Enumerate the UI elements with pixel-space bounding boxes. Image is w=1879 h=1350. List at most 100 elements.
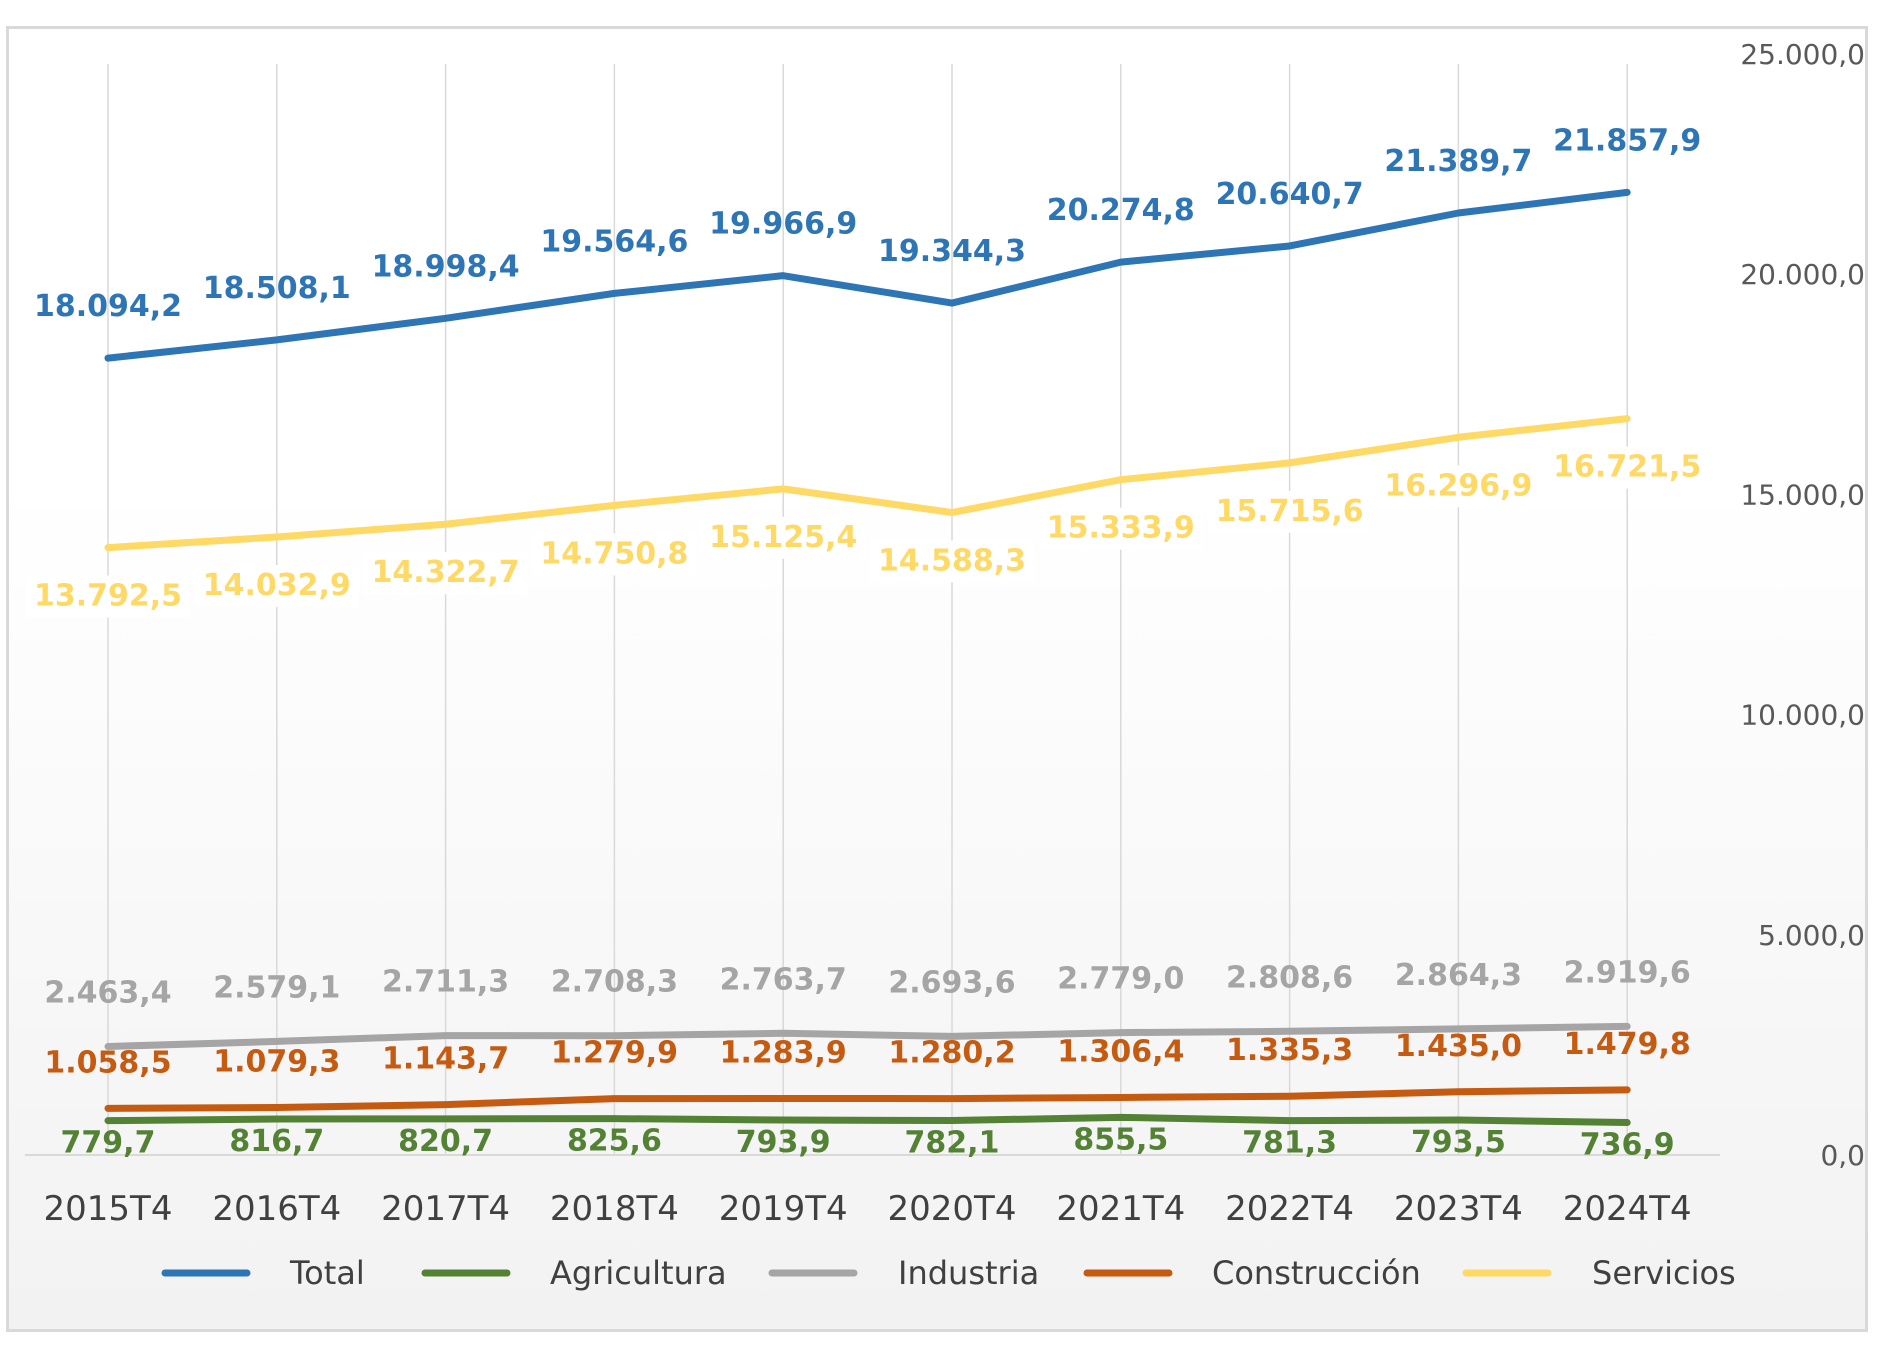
data-label-group: 18.998,4: [372, 249, 520, 284]
data-label: 16.296,9: [1384, 468, 1532, 503]
data-label-group: 19.344,3: [878, 234, 1026, 269]
data-label-group: 781,3: [1242, 1126, 1337, 1161]
data-label: 1.280,2: [888, 1036, 1015, 1071]
data-label-group: 2.919,6: [1564, 955, 1691, 990]
data-label: 2.779,0: [1057, 962, 1184, 997]
data-label-bg: [26, 575, 190, 618]
data-label-group: 1.279,9: [551, 1036, 678, 1071]
y-tick-label: 0,0: [1820, 1139, 1865, 1172]
data-label: 782,1: [905, 1126, 1000, 1161]
data-label: 15.125,4: [709, 520, 857, 555]
data-labels: 18.094,2 18.508,1 18.998,4 19.564,6 19.966,9…: [26, 123, 1710, 1163]
data-label-group: 793,5: [1411, 1125, 1506, 1160]
data-label-group: 15.715,6: [1207, 490, 1372, 533]
data-label: 14.588,3: [878, 544, 1026, 579]
x-tick-label: 2020T4: [888, 1189, 1017, 1229]
data-label-group: 736,9: [1580, 1128, 1675, 1163]
legend-item-industria: Industria: [768, 1254, 1039, 1292]
data-label: 13.792,5: [34, 579, 182, 614]
legend-item-total: Total: [161, 1254, 365, 1292]
gridlines: [107, 64, 1628, 1155]
data-label: 1.479,8: [1564, 1027, 1691, 1062]
data-label: 825,6: [567, 1124, 662, 1159]
data-label: 1.306,4: [1057, 1034, 1184, 1069]
data-label-group: 1.479,8: [1564, 1027, 1691, 1062]
legend-item-servicios: Servicios: [1462, 1254, 1736, 1292]
data-label: 1.283,9: [720, 1035, 847, 1070]
legend-item-construcción: Construcción: [1083, 1254, 1421, 1292]
data-label: 14.322,7: [372, 555, 520, 590]
data-label-group: 14.032,9: [194, 564, 359, 607]
series-line-industria: [104, 1022, 1631, 1051]
data-label: 20.640,7: [1216, 177, 1364, 212]
data-label-group: 20.274,8: [1047, 193, 1195, 228]
data-label-group: 21.857,9: [1553, 123, 1701, 158]
data-label-group: 2.808,6: [1226, 960, 1353, 995]
data-label: 21.389,7: [1384, 144, 1532, 179]
y-tick-label: 5.000,0: [1758, 919, 1865, 952]
x-tick-label: 2015T4: [44, 1189, 173, 1229]
data-label-group: 19.564,6: [540, 224, 688, 259]
data-label-group: 2.864,3: [1395, 958, 1522, 993]
data-label-group: 1.079,3: [213, 1044, 340, 1079]
data-label: 21.857,9: [1553, 123, 1701, 158]
data-label-group: 2.711,3: [382, 965, 509, 1000]
data-label-group: 779,7: [61, 1126, 156, 1161]
x-tick-label: 2018T4: [550, 1189, 679, 1229]
data-label-group: 14.750,8: [532, 533, 697, 576]
data-label: 19.344,3: [878, 234, 1026, 269]
data-label: 1.335,3: [1226, 1033, 1353, 1068]
data-label-bg: [870, 540, 1034, 583]
x-tick-label: 2021T4: [1056, 1189, 1185, 1229]
data-label-group: 18.508,1: [203, 271, 351, 306]
data-label-group: 1.280,2: [888, 1036, 1015, 1071]
x-tick-label: 2023T4: [1394, 1189, 1523, 1229]
series-line-servicios: [104, 415, 1631, 552]
data-label-bg: [1038, 507, 1203, 550]
series-line-total: [104, 188, 1631, 362]
data-label: 2.763,7: [720, 962, 847, 997]
data-label-group: 2.779,0: [1057, 962, 1184, 997]
data-label: 1.079,3: [213, 1044, 340, 1079]
legend-label: Agricultura: [550, 1254, 727, 1292]
data-label: 816,7: [229, 1124, 324, 1159]
data-label: 18.094,2: [34, 289, 182, 324]
y-tick-label: 15.000,0: [1740, 478, 1865, 511]
data-label: 2.463,4: [44, 976, 171, 1011]
data-label-group: 1.335,3: [1226, 1033, 1353, 1068]
legend: Total Agricultura Industria Construcción Ser…: [161, 1254, 1736, 1292]
data-label-group: 13.792,5: [26, 575, 190, 618]
data-label: 2.808,6: [1226, 960, 1353, 995]
data-label: 2.864,3: [1395, 958, 1522, 993]
data-label: 20.274,8: [1047, 193, 1195, 228]
data-label-group: 1.143,7: [382, 1042, 509, 1077]
data-label: 18.508,1: [203, 271, 351, 306]
x-tick-label: 2017T4: [381, 1189, 510, 1229]
data-label-group: 2.708,3: [551, 965, 678, 1000]
data-label: 15.333,9: [1047, 511, 1195, 546]
data-label-group: 855,5: [1073, 1122, 1168, 1157]
data-label: 2.693,6: [888, 965, 1015, 1000]
data-label-group: 2.693,6: [888, 965, 1015, 1000]
y-tick-label: 10.000,0: [1740, 699, 1865, 732]
data-label-group: 1.306,4: [1057, 1034, 1184, 1069]
data-label-group: 1.283,9: [720, 1035, 847, 1070]
series-lines: [104, 188, 1631, 1127]
data-label-group: 820,7: [398, 1124, 493, 1159]
data-label-bg: [701, 516, 866, 559]
legend-label: Industria: [898, 1254, 1039, 1292]
x-tick-label: 2019T4: [719, 1189, 848, 1229]
data-label: 2.708,3: [551, 965, 678, 1000]
x-tick-label: 2016T4: [212, 1189, 341, 1229]
data-label: 793,9: [736, 1125, 831, 1160]
data-label-bg: [1545, 446, 1710, 489]
data-label: 14.032,9: [203, 568, 351, 603]
data-label: 779,7: [61, 1126, 156, 1161]
legend-label: Construcción: [1212, 1254, 1421, 1292]
y-tick-label: 25.000,0: [1740, 38, 1865, 71]
data-label: 2.919,6: [1564, 955, 1691, 990]
data-label-bg: [1207, 490, 1372, 533]
data-label-group: 2.463,4: [44, 976, 171, 1011]
data-label-group: 18.094,2: [34, 289, 182, 324]
